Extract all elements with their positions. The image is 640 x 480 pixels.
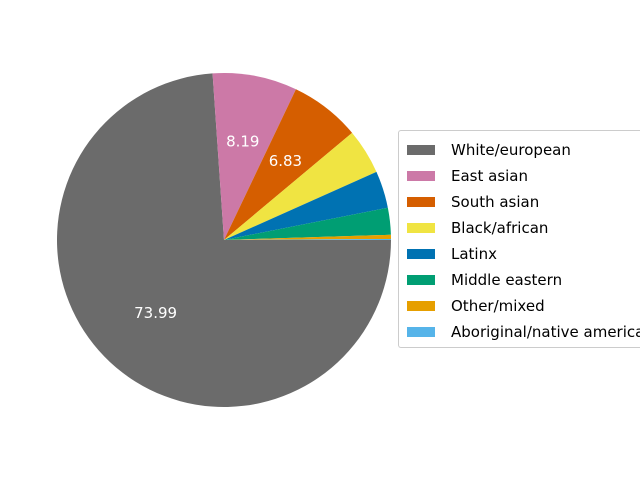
pie-slices <box>57 73 392 408</box>
legend-item: Aboriginal/native american <box>399 319 640 345</box>
pie-slice-middle-eastern <box>224 207 391 240</box>
legend-label: Middle eastern <box>451 271 563 289</box>
legend-swatch <box>407 327 435 337</box>
legend-swatch <box>407 145 435 155</box>
pie-slice-white-european <box>57 73 392 408</box>
legend-item: White/european <box>399 137 640 163</box>
pie-slice-latinx <box>224 171 388 240</box>
legend-swatch <box>407 223 435 233</box>
legend-swatch <box>407 171 435 181</box>
legend-label: Latinx <box>451 245 497 263</box>
legend-label: East asian <box>451 167 529 185</box>
pie-slice-aboriginal-native-american <box>224 238 391 240</box>
legend-item: East asian <box>399 163 640 189</box>
legend-swatch <box>407 301 435 311</box>
legend-swatch <box>407 197 435 207</box>
data-label-east-asian: 8.19 <box>226 133 259 151</box>
legend-label: South asian <box>451 193 540 211</box>
legend-item: South asian <box>399 189 640 215</box>
legend-label: Black/african <box>451 219 549 237</box>
legend-item: Black/african <box>399 215 640 241</box>
pie-slice-black-african <box>224 132 377 240</box>
pie-slice-east-asian <box>212 73 296 241</box>
legend-item: Middle eastern <box>399 267 640 293</box>
legend-item: Other/mixed <box>399 293 640 319</box>
legend-swatch <box>407 249 435 259</box>
legend-label: Aboriginal/native american <box>451 323 640 341</box>
pie-data-labels: 73.99 8.19 6.83 <box>134 133 302 323</box>
legend-swatch <box>407 275 435 285</box>
legend-label: Other/mixed <box>451 297 545 315</box>
legend-item: Latinx <box>399 241 640 267</box>
pie-slice-south-asian <box>224 89 353 241</box>
pie-slice-other-mixed <box>224 234 391 240</box>
legend-label: White/european <box>451 141 571 159</box>
data-label-south-asian: 6.83 <box>269 152 302 170</box>
legend: White/european East asian South asian Black… <box>398 130 640 348</box>
data-label-white-european: 73.99 <box>134 304 177 322</box>
